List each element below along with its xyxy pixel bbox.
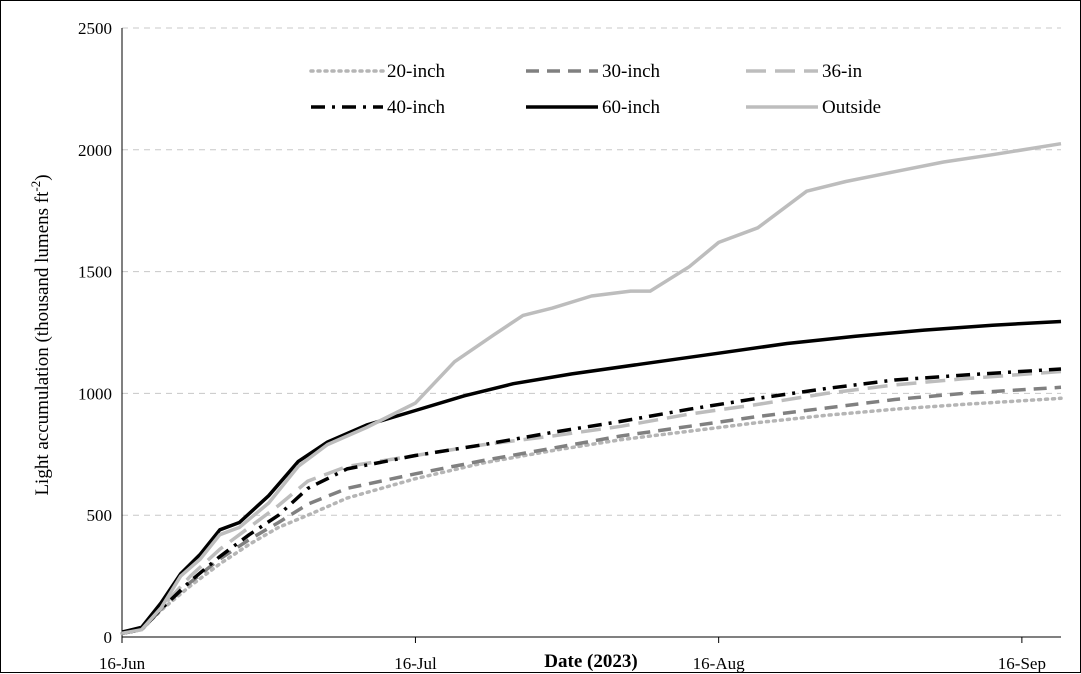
axes xyxy=(121,28,1061,638)
legend-label: 30-inch xyxy=(602,61,661,82)
y-tick-label: 500 xyxy=(87,506,113,525)
legend-label: 20-inch xyxy=(387,61,446,82)
series-line-30-inch xyxy=(121,385,1062,636)
series-line-40-inch xyxy=(121,367,1062,636)
y-tick-labels: 0 500 1000 1500 2000 2500 xyxy=(78,19,112,647)
y-axis-title-main: Light accumulation (thousand lumens ft xyxy=(32,191,53,496)
x-tick-label: 16-Aug xyxy=(693,654,745,673)
y-axis-title-close: ) xyxy=(32,174,53,180)
x-tick-label: 16-Jul xyxy=(394,654,437,673)
legend-label: 40-inch xyxy=(387,97,446,118)
series-lines xyxy=(120,141,1063,636)
y-tick-label: 2500 xyxy=(78,19,112,38)
series-line-60-inch xyxy=(121,319,1062,634)
y-tick-label: 1500 xyxy=(78,263,112,282)
y-tick-label: 1000 xyxy=(78,384,112,403)
legend-label: 36-in xyxy=(822,61,863,82)
x-tick-label: 16-Jun xyxy=(99,654,146,673)
legend-label: Outside xyxy=(822,97,881,118)
legend: 20-inch 30-inch 36-in 40-inch 60-inch Outside xyxy=(309,61,881,118)
x-axis-title: Date (2023) xyxy=(544,651,637,672)
y-axis-title-superscript: -2 xyxy=(28,181,43,192)
y-axis-title: Light accumulation (thousand lumens ft-2… xyxy=(28,174,53,495)
legend-label: 60-inch xyxy=(602,97,661,118)
y-tick-label: 0 xyxy=(104,628,113,647)
grid-lines xyxy=(122,27,1061,516)
series-line-20-inch xyxy=(120,396,1063,636)
x-tick-labels: 16-Jun 16-Jul 16-Aug 16-Sep xyxy=(99,637,1046,673)
y-tick-label: 2000 xyxy=(78,141,112,160)
x-tick-label: 16-Sep xyxy=(998,654,1046,673)
series-line-outside xyxy=(121,141,1062,636)
